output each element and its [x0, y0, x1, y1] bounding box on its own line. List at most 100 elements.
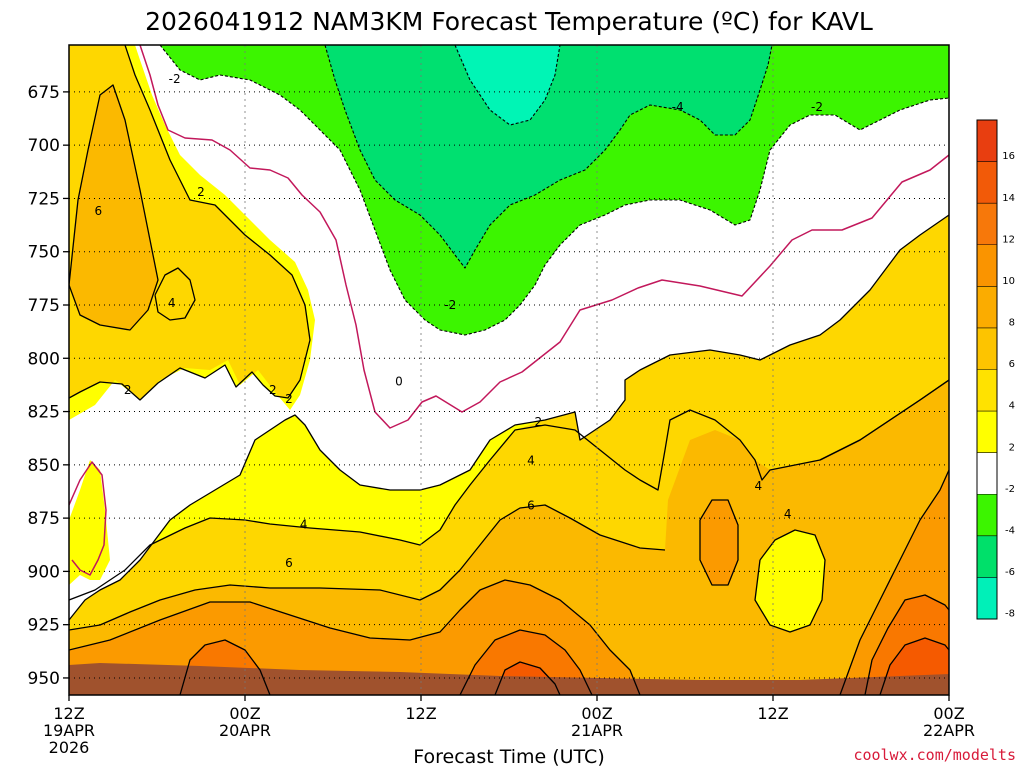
contour-label: -4	[672, 100, 684, 114]
colorbar-label: 4	[1009, 401, 1015, 412]
x-tick-label: 20APR	[219, 721, 271, 740]
fill-band-6-upper-left	[69, 85, 158, 330]
colorbar-segment	[977, 203, 997, 246]
y-tick-label: 875	[28, 509, 60, 529]
colorbar-label: 6	[1009, 359, 1015, 370]
colorbar: 16 14 12 10 8 6 4 2 -2 -4 -6 -8	[976, 119, 1015, 620]
ground-terrain	[69, 663, 949, 695]
plot-frame	[68, 44, 950, 696]
y-tick-label: 675	[28, 83, 60, 103]
colorbar-segment	[977, 452, 997, 495]
colorbar-segment	[977, 286, 997, 329]
contour-12-right	[879, 637, 949, 695]
y-tick-label: 800	[28, 349, 60, 369]
colorbar-segment	[977, 369, 997, 412]
colorbar-segment	[977, 411, 997, 454]
contour-2-main	[69, 214, 949, 621]
x-tick-label: 22APR	[923, 721, 975, 740]
colorbar-segment	[977, 161, 997, 204]
y-tick-label: 850	[28, 456, 60, 476]
contour-label: 6	[285, 556, 293, 570]
contour-4-loop	[154, 267, 196, 321]
contour-label: 2	[535, 415, 543, 429]
contour-6-bubble	[699, 499, 739, 586]
x-axis-label: Forecast Time (UTC)	[413, 746, 604, 768]
y-tick-label: 925	[28, 616, 60, 636]
colorbar-segment	[977, 327, 997, 370]
temperature-fills	[69, 45, 949, 695]
y-tick-label: 725	[28, 189, 60, 209]
colorbar-label: 16	[1002, 151, 1015, 162]
contour-8-main	[69, 579, 641, 695]
contour-label: -2	[811, 100, 823, 114]
colorbar-label: -2	[1005, 484, 1015, 495]
grid-lines	[69, 45, 949, 695]
colorbar-segment	[977, 577, 997, 620]
contour-label: 4	[755, 479, 763, 493]
contour-4-pocket	[754, 529, 826, 633]
x-tick-label: 00Z	[933, 704, 964, 723]
contour-label: 2	[285, 392, 293, 406]
y-tick-label: 775	[28, 296, 60, 316]
contour-6-main	[69, 504, 666, 631]
contour-label: 0	[395, 375, 403, 389]
x-tick-label: 12Z	[757, 704, 788, 723]
contour-10-center	[459, 629, 593, 695]
colorbar-segment	[977, 120, 997, 163]
contour-4-main	[69, 379, 949, 601]
contour-10-left	[179, 639, 271, 695]
colorbar-segment	[977, 494, 997, 537]
contour-label: 6	[95, 204, 103, 218]
credit-text: coolwx.com/modelts	[853, 746, 1016, 764]
chart-title: 2026041912 NAM3KM Forecast Temperature (…	[145, 7, 873, 36]
x-tick-label: 21APR	[571, 721, 623, 740]
colorbar-label: 8	[1009, 318, 1015, 329]
contour-6-upper	[69, 84, 159, 331]
x-tick-label: 19APR	[43, 721, 95, 740]
contour-label: 4	[300, 518, 308, 532]
contour-0	[139, 45, 949, 429]
contour-6-right	[819, 379, 949, 461]
colorbar-label: -4	[1005, 525, 1015, 536]
contour-minus4	[324, 45, 773, 269]
y-tick-label: 900	[28, 562, 60, 582]
contour-0-left-pocket	[69, 461, 107, 576]
colorbar-label: 10	[1002, 276, 1015, 287]
contour-label: 4	[784, 507, 792, 521]
x-tick-label: 00Z	[229, 704, 260, 723]
contour-label: -2	[169, 72, 181, 86]
fill-band-below-minus4	[325, 45, 772, 268]
colorbar-label: 2	[1009, 442, 1015, 453]
contour-minus2	[159, 45, 949, 336]
contour-12-center	[494, 661, 561, 695]
colorbar-label: -6	[1005, 567, 1015, 578]
contour-8-right	[839, 469, 949, 695]
contour-10-right	[864, 594, 949, 695]
fill-pocket-below-4-upper	[755, 530, 825, 632]
colorbar-segment	[977, 244, 997, 287]
y-tick-label: 825	[28, 403, 60, 423]
contour-label: 2	[197, 185, 205, 199]
contour-label: 2	[269, 383, 277, 397]
y-tick-label: 950	[28, 669, 60, 689]
colorbar-segment	[977, 535, 997, 578]
x-tick-label: 12Z	[405, 704, 436, 723]
contour-2-left	[69, 45, 311, 401]
y-tick-label: 700	[28, 136, 60, 156]
y-tick-label: 750	[28, 243, 60, 263]
pressure-axis: 675 700 725 750 775 800 825 850 875 900 925 950	[28, 83, 69, 689]
contour-label: 4	[527, 454, 535, 468]
contour-minus6	[454, 45, 561, 126]
colorbar-label: -8	[1005, 609, 1015, 620]
fill-warm-bubble	[700, 500, 738, 585]
colorbar-label: 12	[1002, 234, 1015, 245]
contour-label: -2	[444, 298, 456, 312]
colorbar-label: 14	[1002, 193, 1015, 204]
contour-label: 2	[124, 383, 132, 397]
contour-label: 6	[527, 498, 535, 512]
temperature-contours	[69, 45, 949, 695]
